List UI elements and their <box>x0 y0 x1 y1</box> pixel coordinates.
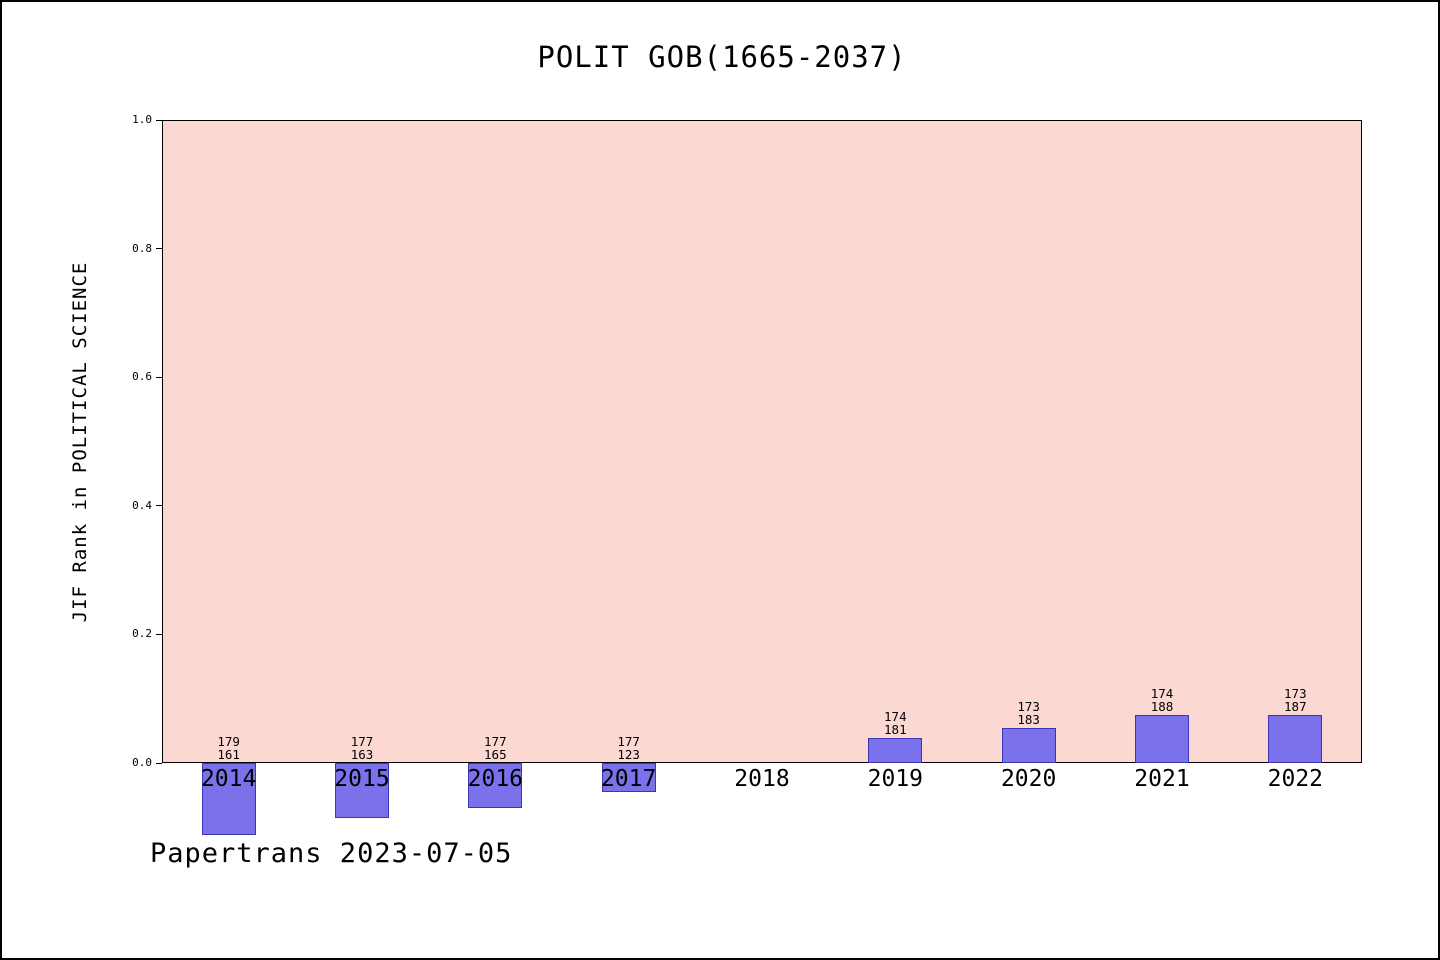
bar <box>601 763 656 792</box>
x-tick-label-2015: 2015 <box>334 766 390 792</box>
x-tick-label-2020: 2020 <box>1000 766 1057 792</box>
plot-area <box>162 120 1362 763</box>
y-tick-label: 0.4 <box>132 498 152 512</box>
x-tick-label-2019: 2019 <box>867 766 924 792</box>
y-tick-label: 0.6 <box>132 370 152 384</box>
x-tick-label-2017: 2017 <box>600 766 657 792</box>
y-tick-label: 0.2 <box>132 627 152 641</box>
x-tick-label-2016: 2016 <box>467 766 524 792</box>
x-tick-label-2022: 2022 <box>1267 766 1324 792</box>
chart-title: POLIT GOB(1665-2037) <box>537 40 907 74</box>
y-tick-label: 0.0 <box>132 756 152 769</box>
y-tick-label: 1.0 <box>132 113 152 126</box>
footer-watermark: Papertrans 2023-07-05 <box>150 838 513 869</box>
bar <box>201 763 256 836</box>
y-tick-label: 0.8 <box>132 241 152 255</box>
bar <box>335 763 389 819</box>
y-axis-label: JIF Rank in POLITICAL SCIENCE <box>69 261 91 623</box>
bar <box>468 763 523 808</box>
x-tick-label-2014: 2014 <box>200 766 257 792</box>
x-tick-label-2021: 2021 <box>1134 766 1190 792</box>
x-tick-label-2018: 2018 <box>734 766 790 792</box>
